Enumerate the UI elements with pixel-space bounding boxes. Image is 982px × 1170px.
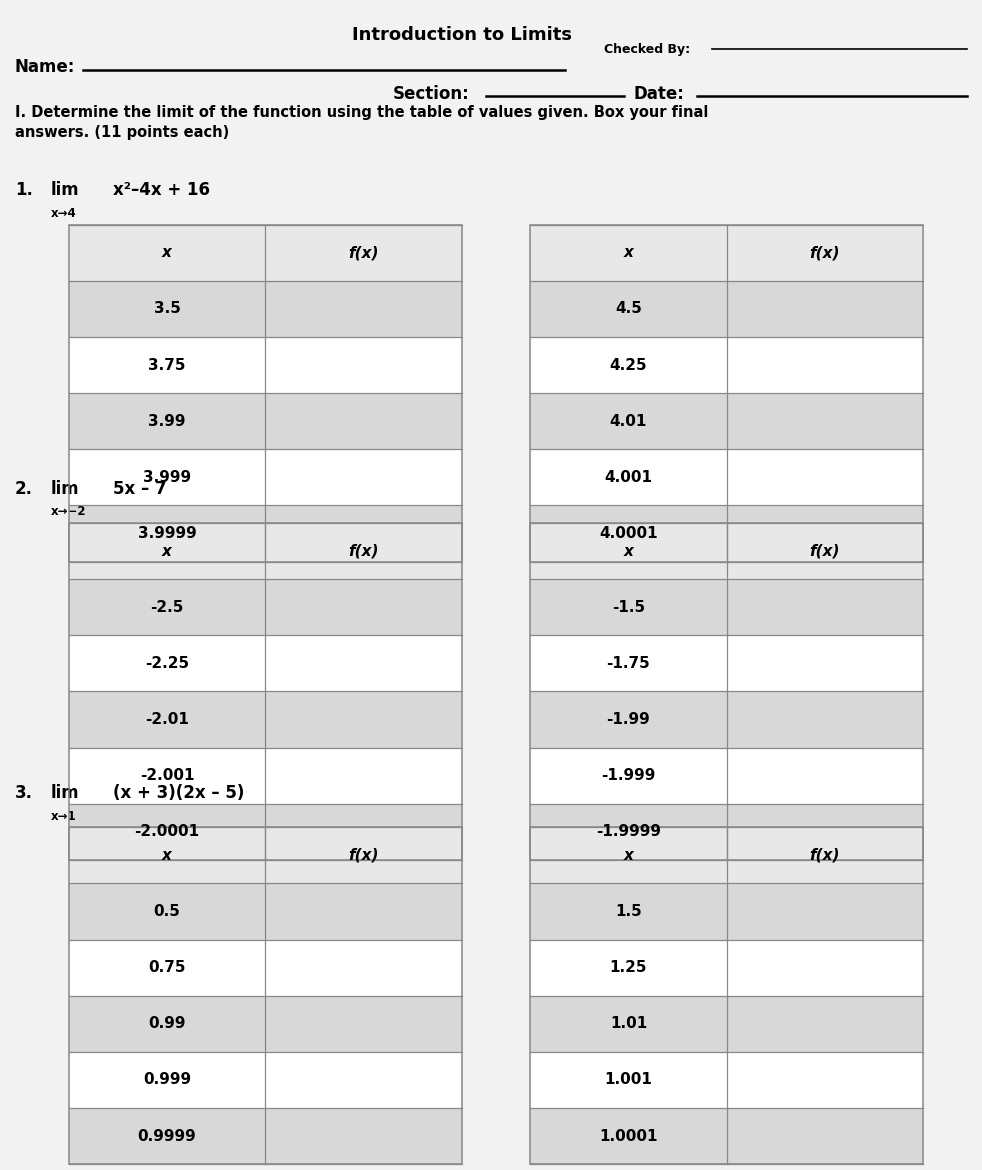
FancyBboxPatch shape bbox=[69, 804, 462, 860]
Text: 1.25: 1.25 bbox=[610, 961, 647, 975]
Text: 1.5: 1.5 bbox=[615, 904, 642, 918]
Text: -2.0001: -2.0001 bbox=[135, 825, 199, 839]
FancyBboxPatch shape bbox=[69, 505, 462, 562]
FancyBboxPatch shape bbox=[69, 827, 462, 883]
Text: 4.5: 4.5 bbox=[615, 302, 642, 316]
FancyBboxPatch shape bbox=[69, 225, 462, 281]
FancyBboxPatch shape bbox=[530, 996, 923, 1052]
Text: 3.75: 3.75 bbox=[148, 358, 186, 372]
FancyBboxPatch shape bbox=[530, 449, 923, 505]
Text: 1.001: 1.001 bbox=[605, 1073, 652, 1087]
Text: f(x): f(x) bbox=[348, 246, 379, 260]
Text: 0.999: 0.999 bbox=[142, 1073, 191, 1087]
Text: f(x): f(x) bbox=[348, 544, 379, 558]
Text: x²–4x + 16: x²–4x + 16 bbox=[113, 181, 210, 199]
Text: -1.75: -1.75 bbox=[607, 656, 650, 670]
FancyBboxPatch shape bbox=[530, 1052, 923, 1108]
FancyBboxPatch shape bbox=[530, 337, 923, 393]
Text: x→1: x→1 bbox=[51, 810, 77, 823]
FancyBboxPatch shape bbox=[530, 827, 923, 883]
FancyBboxPatch shape bbox=[69, 337, 462, 393]
Text: f(x): f(x) bbox=[809, 848, 841, 862]
FancyBboxPatch shape bbox=[530, 505, 923, 562]
Text: 4.0001: 4.0001 bbox=[599, 526, 658, 541]
Text: Checked By:: Checked By: bbox=[604, 43, 690, 56]
Text: x: x bbox=[162, 848, 172, 862]
Text: Introduction to Limits: Introduction to Limits bbox=[352, 26, 572, 43]
FancyBboxPatch shape bbox=[530, 804, 923, 860]
FancyBboxPatch shape bbox=[530, 393, 923, 449]
FancyBboxPatch shape bbox=[69, 635, 462, 691]
Text: 3.99: 3.99 bbox=[148, 414, 186, 428]
Text: 0.75: 0.75 bbox=[148, 961, 186, 975]
FancyBboxPatch shape bbox=[69, 1108, 462, 1164]
Text: 3.5: 3.5 bbox=[153, 302, 181, 316]
FancyBboxPatch shape bbox=[69, 523, 462, 579]
Text: -1.999: -1.999 bbox=[601, 769, 656, 783]
FancyBboxPatch shape bbox=[69, 883, 462, 940]
Text: 4.01: 4.01 bbox=[610, 414, 647, 428]
Text: 0.99: 0.99 bbox=[148, 1017, 186, 1031]
Text: -1.99: -1.99 bbox=[607, 713, 650, 727]
Text: 4.001: 4.001 bbox=[605, 470, 652, 484]
FancyBboxPatch shape bbox=[69, 449, 462, 505]
Text: f(x): f(x) bbox=[809, 544, 841, 558]
Text: 3.999: 3.999 bbox=[142, 470, 191, 484]
Text: lim: lim bbox=[51, 784, 80, 801]
FancyBboxPatch shape bbox=[69, 748, 462, 804]
FancyBboxPatch shape bbox=[69, 393, 462, 449]
FancyBboxPatch shape bbox=[69, 940, 462, 996]
FancyBboxPatch shape bbox=[530, 691, 923, 748]
Text: (x + 3)(2x – 5): (x + 3)(2x – 5) bbox=[113, 784, 245, 801]
FancyBboxPatch shape bbox=[530, 1108, 923, 1164]
Text: 3.9999: 3.9999 bbox=[137, 526, 196, 541]
Text: -1.5: -1.5 bbox=[612, 600, 645, 614]
FancyBboxPatch shape bbox=[69, 691, 462, 748]
Text: answers. (11 points each): answers. (11 points each) bbox=[15, 125, 229, 140]
Text: 0.9999: 0.9999 bbox=[137, 1129, 196, 1143]
Text: Date:: Date: bbox=[633, 85, 684, 103]
Text: -1.9999: -1.9999 bbox=[596, 825, 661, 839]
Text: -2.5: -2.5 bbox=[150, 600, 184, 614]
Text: Section:: Section: bbox=[393, 85, 469, 103]
FancyBboxPatch shape bbox=[530, 883, 923, 940]
Text: 1.0001: 1.0001 bbox=[599, 1129, 658, 1143]
Text: x: x bbox=[162, 246, 172, 260]
FancyBboxPatch shape bbox=[530, 635, 923, 691]
Text: lim: lim bbox=[51, 181, 80, 199]
Text: x→−2: x→−2 bbox=[51, 505, 86, 518]
FancyBboxPatch shape bbox=[530, 225, 923, 281]
Text: x: x bbox=[162, 544, 172, 558]
Text: -2.001: -2.001 bbox=[139, 769, 194, 783]
Text: 1.01: 1.01 bbox=[610, 1017, 647, 1031]
Text: 5x – 7: 5x – 7 bbox=[113, 480, 167, 497]
Text: x: x bbox=[624, 848, 633, 862]
FancyBboxPatch shape bbox=[69, 281, 462, 337]
Text: lim: lim bbox=[51, 480, 80, 497]
FancyBboxPatch shape bbox=[530, 523, 923, 579]
Text: 3.: 3. bbox=[15, 784, 32, 801]
FancyBboxPatch shape bbox=[530, 940, 923, 996]
Text: 1.: 1. bbox=[15, 181, 32, 199]
FancyBboxPatch shape bbox=[69, 1052, 462, 1108]
Text: x: x bbox=[624, 246, 633, 260]
Text: I. Determine the limit of the function using the table of values given. Box your: I. Determine the limit of the function u… bbox=[15, 105, 708, 121]
FancyBboxPatch shape bbox=[69, 579, 462, 635]
Text: 2.: 2. bbox=[15, 480, 32, 497]
Text: 0.5: 0.5 bbox=[153, 904, 181, 918]
FancyBboxPatch shape bbox=[530, 579, 923, 635]
FancyBboxPatch shape bbox=[69, 996, 462, 1052]
Text: -2.01: -2.01 bbox=[145, 713, 189, 727]
Text: x: x bbox=[624, 544, 633, 558]
Text: f(x): f(x) bbox=[348, 848, 379, 862]
Text: f(x): f(x) bbox=[809, 246, 841, 260]
FancyBboxPatch shape bbox=[530, 281, 923, 337]
Text: x→4: x→4 bbox=[51, 207, 77, 220]
Text: Name:: Name: bbox=[15, 58, 75, 76]
FancyBboxPatch shape bbox=[530, 748, 923, 804]
Text: -2.25: -2.25 bbox=[145, 656, 189, 670]
Text: 4.25: 4.25 bbox=[610, 358, 647, 372]
